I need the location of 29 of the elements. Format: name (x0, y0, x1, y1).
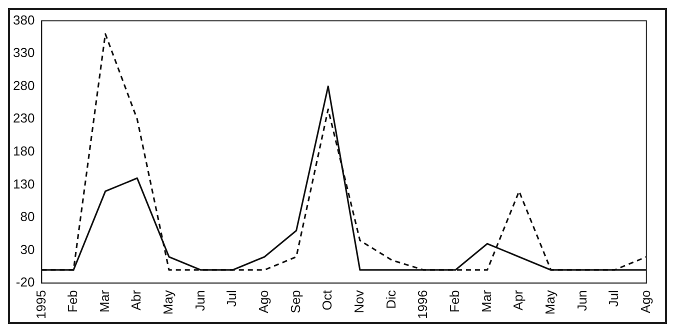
y-tick-label: 280 (12, 78, 35, 93)
x-tick-label: Jul (606, 290, 622, 307)
x-tick-label: Sep (288, 290, 303, 314)
x-tick-label: Jun (192, 290, 208, 312)
x-tick-label: Ago (256, 290, 272, 314)
x-tick-label: Jul (224, 290, 240, 307)
y-tick-label: 80 (20, 209, 35, 224)
y-tick-label: 380 (12, 12, 35, 28)
y-tick-label: 30 (20, 242, 35, 257)
x-tick-label: Nov (352, 290, 367, 314)
x-tick-label: May (160, 290, 176, 315)
x-tick-label: May (542, 290, 558, 315)
x-tick-label: Feb (447, 290, 462, 312)
y-tick-label: 180 (12, 144, 35, 159)
x-tick-label: Mar (96, 289, 112, 312)
y-tick-label: 130 (12, 176, 35, 192)
y-tick-label: 230 (12, 110, 35, 126)
x-tick-label: Dic (383, 290, 398, 309)
x-tick-label: Feb (65, 290, 80, 312)
y-tick-label: 330 (12, 45, 35, 60)
x-tick-label: Abr (128, 289, 144, 310)
x-tick-label: Ago (638, 290, 653, 314)
y-tick-label: -20 (16, 274, 35, 290)
x-tick-label: 1996 (415, 290, 430, 319)
x-tick-label: Jun (574, 290, 590, 312)
x-tick-label: Apr (510, 289, 526, 310)
x-tick-label: 1995 (33, 290, 48, 319)
x-tick-label: Mar (478, 289, 494, 312)
x-tick-label: Oct (320, 290, 335, 310)
